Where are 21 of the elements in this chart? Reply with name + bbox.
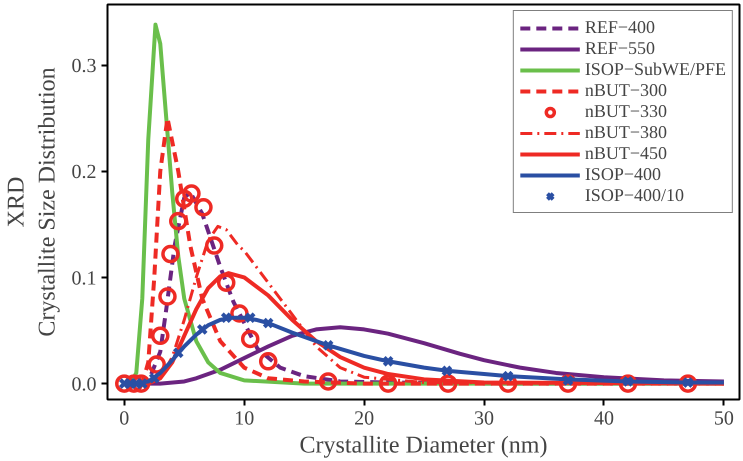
legend-label: nBUT−380 [584,122,667,143]
legend-label: nBUT−450 [584,143,667,164]
x-tick-label: 40 [594,408,614,430]
legend-label: ISOP−400 [584,164,661,185]
x-tick-label: 10 [234,408,254,430]
x-tick-label: 0 [119,408,130,430]
x-axis-title: Crystallite Diameter (nm) [300,432,548,458]
y-tick-label: 0.2 [72,161,96,184]
x-tick-label: 20 [354,408,374,430]
y-axis-title: XRD Crystallite Size Distribution [3,67,60,337]
legend-label: ISOP−SubWE/PFE [584,59,726,80]
x-tick-label: 30 [474,408,494,430]
x-tick-label: 50 [714,408,734,430]
y-tick-label: 0.3 [72,55,96,78]
legend-label: nBUT−300 [584,80,667,101]
legend-label: nBUT−330 [584,101,667,122]
legend-label: ISOP−400/10 [584,185,684,206]
legend-label: REF−400 [584,17,655,38]
y-tick-label: 0.0 [72,374,96,396]
legend-label: REF−550 [584,38,655,59]
y-tick-label: 0.1 [72,267,96,290]
